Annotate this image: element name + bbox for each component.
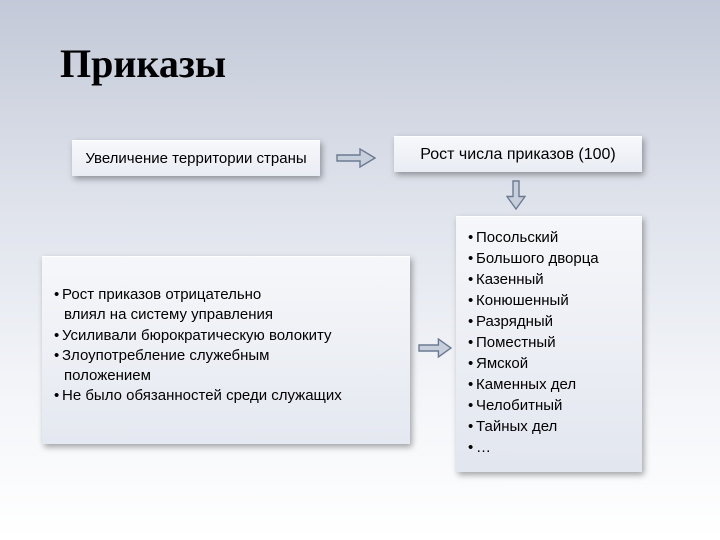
box-orders-growth-text: Рост числа приказов (100): [420, 146, 616, 164]
box-orders-list: ПосольскийБольшого дворцаКазенныйКонюшен…: [456, 216, 642, 472]
list-item: …: [468, 437, 632, 458]
box-negative-effects: Рост приказов отрицательно влиял на сист…: [42, 256, 410, 444]
list-item: Тайных дел: [468, 416, 632, 437]
list-item: Большого дворца: [468, 248, 632, 269]
arrow-territory-to-growth: [336, 148, 376, 168]
list-item: влиял на систему управления: [54, 305, 400, 325]
orders-list: ПосольскийБольшого дворцаКазенныйКонюшен…: [468, 227, 632, 458]
box-territory-increase-text: Увеличение территории страны: [85, 150, 306, 167]
arrow-effects-to-list: [418, 338, 452, 358]
list-item: Челобитный: [468, 395, 632, 416]
list-item: Разрядный: [468, 311, 632, 332]
negative-effects-list: Рост приказов отрицательно влиял на сист…: [54, 285, 400, 407]
list-item: Каменных дел: [468, 374, 632, 395]
list-item: Посольский: [468, 227, 632, 248]
list-item: Не было обязанностей среди служащих: [54, 386, 400, 406]
list-item: Рост приказов отрицательно: [54, 285, 400, 305]
box-territory-increase: Увеличение территории страны: [72, 140, 320, 176]
page-title: Приказы: [60, 40, 226, 87]
arrow-growth-to-list: [506, 180, 526, 210]
box-orders-growth: Рост числа приказов (100): [394, 136, 642, 172]
list-item: Усиливали бюрократическую волокиту: [54, 326, 400, 346]
list-item: Злоупотребление служебным: [54, 346, 400, 366]
list-item: Ямской: [468, 353, 632, 374]
list-item: Казенный: [468, 269, 632, 290]
list-item: положением: [54, 366, 400, 386]
list-item: Конюшенный: [468, 290, 632, 311]
list-item: Поместный: [468, 332, 632, 353]
